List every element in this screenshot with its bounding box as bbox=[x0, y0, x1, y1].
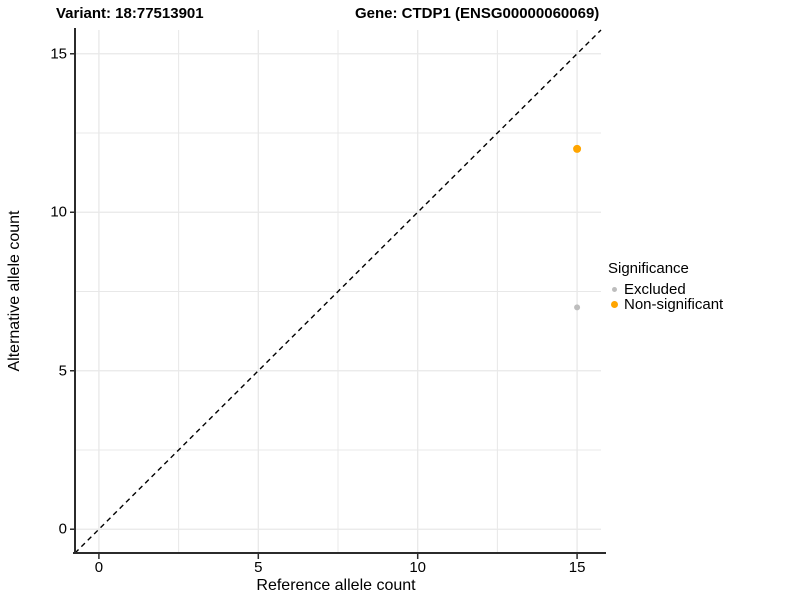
legend-entry-label: Non-significant bbox=[624, 296, 724, 313]
x-tick-label: 0 bbox=[94, 559, 104, 576]
x-axis-title: Reference allele count bbox=[256, 577, 416, 594]
excluded-point-icon bbox=[608, 284, 620, 296]
legend-entry-excluded: Excluded bbox=[608, 281, 723, 298]
data-point-non-significant bbox=[573, 144, 582, 153]
y-tick-label: 5 bbox=[58, 362, 67, 380]
non-significant-point-icon bbox=[608, 299, 620, 311]
y-axis-title: Alternative allele count bbox=[6, 210, 23, 372]
x-tick-label: 5 bbox=[254, 559, 263, 576]
x-tick-label: 10 bbox=[409, 559, 427, 576]
y-tick-label: 0 bbox=[58, 520, 67, 538]
x-tick-label: 15 bbox=[568, 559, 586, 576]
legend-entry-label: Excluded bbox=[624, 281, 686, 298]
data-point-excluded bbox=[574, 304, 581, 311]
gene-title: Gene: CTDP1 (ENSG00000060069) bbox=[355, 5, 600, 22]
legend-entry-non-significant: Non-significant bbox=[608, 296, 724, 313]
y-tick-label: 15 bbox=[50, 45, 67, 63]
legend-title: Significance bbox=[608, 260, 689, 277]
legend: Significance Excluded Non-significant bbox=[608, 260, 724, 313]
y-tick-label: 10 bbox=[50, 203, 67, 221]
identity-dashed-line bbox=[74, 29, 602, 554]
variant-title: Variant: 18:77513901 bbox=[56, 5, 204, 22]
